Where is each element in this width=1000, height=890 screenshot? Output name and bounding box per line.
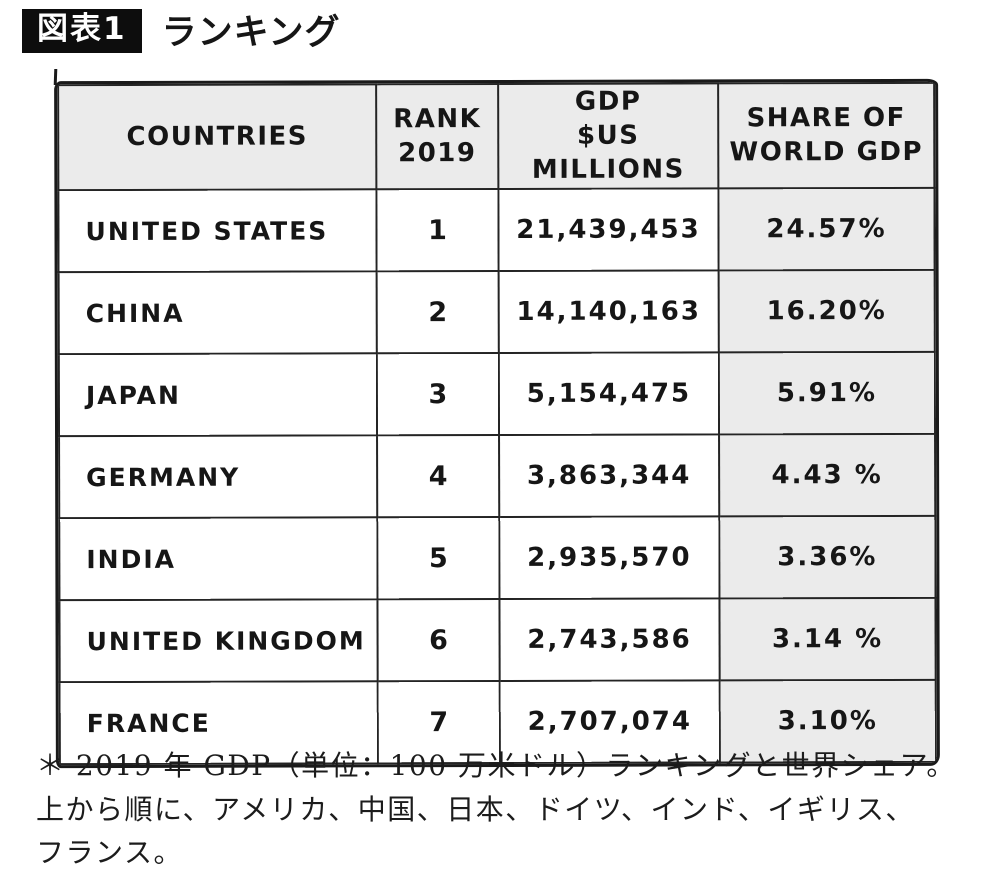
rank-cell: 2 [376,271,499,354]
share-cell: 24.57% [718,188,935,271]
table-header-row: COUNTRIES RANK 2019 GDP $US MILLIONS SHA… [58,82,935,191]
country-cell: JAPAN [58,353,378,437]
gdp-cell: 14,140,163 [498,270,719,354]
header-rank-2019: RANK 2019 [376,83,499,190]
gdp-cell: 3,863,344 [499,434,720,518]
rank-cell: 3 [376,353,500,436]
table-row-china: CHINA 2 14,140,163 16.20% [58,270,935,355]
share-cell: 3.36% [719,516,936,599]
share-cell: 4.43 % [719,434,936,517]
rank-cell: 4 [377,435,500,518]
share-cell: 16.20% [718,270,935,353]
table-row-india: INDIA 5 2,935,570 3.36% [59,516,936,601]
share-cell: 5.91% [718,352,936,435]
figure-badge: 図表1 [22,9,142,53]
table-row-united-kingdom: UNITED KINGDOM 6 2,743,586 3.14 % [59,598,936,683]
header-gdp-us-millions: GDP $US MILLIONS [498,83,719,190]
country-cell: CHINA [58,271,377,355]
footnote-line-2: 上から順に、アメリカ、中国、日本、ドイツ、インド、イギリス、 [36,792,915,826]
footnote-line-3: フランス。 [36,836,183,870]
header-countries: COUNTRIES [58,84,377,191]
figure-title: ランキング [161,12,341,53]
gdp-table-frame: COUNTRIES RANK 2019 GDP $US MILLIONS SHA… [54,78,940,769]
share-cell: 3.14 % [719,598,936,681]
rank-cell: 5 [377,517,500,600]
country-cell: UNITED STATES [58,189,377,273]
country-cell: GERMANY [59,435,378,519]
gdp-cell: 2,935,570 [499,516,720,600]
header-share-of-world-gdp: SHARE OF WORLD GDP [718,82,935,189]
gdp-table-container: COUNTRIES RANK 2019 GDP $US MILLIONS SHA… [53,68,940,769]
country-cell: UNITED KINGDOM [59,599,378,683]
country-cell: INDIA [59,517,378,601]
gdp-cell: 21,439,453 [498,188,719,272]
rank-cell: 1 [376,189,499,272]
gdp-cell: 2,743,586 [499,598,720,682]
rank-cell: 6 [377,599,500,682]
footnote: ＊ 2019 年 GDP（単位：100 万米ドル）ランキングと世界シェア。 上か… [36,744,981,875]
figure-header: 図表1 ランキング [22,9,341,53]
table-row-united-states: UNITED STATES 1 21,439,453 24.57% [58,188,935,273]
table-row-germany: GERMANY 4 3,863,344 4.43 % [59,434,936,519]
gdp-ranking-table: COUNTRIES RANK 2019 GDP $US MILLIONS SHA… [57,82,937,766]
footnote-line-1: ＊ 2019 年 GDP（単位：100 万米ドル）ランキングと世界シェア。 [36,749,956,782]
gdp-cell: 5,154,475 [498,352,720,436]
table-row-japan: JAPAN 3 5,154,475 5.91% [58,352,936,437]
